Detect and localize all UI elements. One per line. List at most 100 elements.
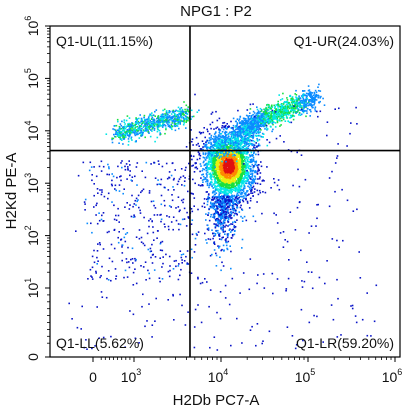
event-dot <box>213 243 216 245</box>
event-dot <box>260 109 263 111</box>
event-dot <box>241 191 244 194</box>
event-dot <box>128 122 130 125</box>
event-dot <box>255 164 258 167</box>
event-dot <box>208 186 210 189</box>
event-dot <box>140 123 143 126</box>
event-dot <box>287 106 289 109</box>
event-dot <box>259 172 262 174</box>
event-dot <box>233 195 235 197</box>
event-dot <box>168 124 171 127</box>
event-dot <box>247 151 249 154</box>
event-dot <box>158 125 161 128</box>
event-dot <box>252 148 254 150</box>
event-dot <box>125 126 128 128</box>
event-dot <box>223 191 225 194</box>
event-dot <box>227 179 229 181</box>
event-dot <box>247 147 250 150</box>
event-dot <box>296 107 298 110</box>
event-dot <box>225 204 228 206</box>
event-dot <box>239 166 242 168</box>
event-dot <box>201 140 204 142</box>
event-dot <box>174 114 177 117</box>
event-dot <box>221 164 223 167</box>
event-dot <box>206 191 208 193</box>
event-dot <box>213 176 216 178</box>
event-dot <box>220 140 222 143</box>
event-dot <box>143 118 146 121</box>
event-dot <box>259 128 261 130</box>
event-dot <box>180 111 182 114</box>
event-dot <box>226 202 229 205</box>
event-dot <box>227 194 230 197</box>
event-dot <box>150 121 153 123</box>
event-dot <box>228 190 230 192</box>
event-dot <box>260 116 262 119</box>
event-dot <box>215 151 218 154</box>
event-dot <box>220 226 223 229</box>
event-dot <box>252 159 255 162</box>
event-dot <box>130 137 132 140</box>
event-dot <box>231 163 234 165</box>
event-dot <box>205 173 208 175</box>
event-dot <box>256 108 259 111</box>
event-dot <box>265 121 268 124</box>
event-dot <box>281 116 284 119</box>
event-dot <box>287 110 289 112</box>
event-dot <box>230 162 232 165</box>
event-dot <box>215 186 218 188</box>
event-dot <box>195 144 198 146</box>
event-dot <box>249 121 251 123</box>
event-dot <box>233 166 236 169</box>
event-dot <box>256 111 259 114</box>
event-dot <box>228 154 231 157</box>
event-dot <box>267 115 270 117</box>
event-dot <box>220 213 222 215</box>
event-dot <box>224 171 227 174</box>
event-dot <box>245 192 247 194</box>
event-dot <box>294 104 296 107</box>
event-dot <box>227 192 230 194</box>
event-dot <box>232 154 234 157</box>
event-dot <box>190 118 192 120</box>
event-dot <box>287 112 289 114</box>
event-dot <box>226 174 229 176</box>
event-dot <box>213 139 215 142</box>
event-dot <box>225 199 228 201</box>
event-dot <box>207 160 210 163</box>
event-dot <box>238 159 240 162</box>
event-dot <box>253 112 256 114</box>
event-dot <box>319 97 321 99</box>
event-dot <box>238 132 240 135</box>
event-dot <box>249 170 252 173</box>
event-dot <box>219 196 222 198</box>
event-dot <box>220 189 222 192</box>
event-dot <box>223 196 225 199</box>
event-dot <box>169 110 171 113</box>
event-dot <box>219 201 222 203</box>
event-dot <box>118 131 121 133</box>
event-dot <box>141 131 143 134</box>
event-dot <box>129 133 131 136</box>
event-dot <box>210 201 212 204</box>
event-dot <box>229 178 232 181</box>
event-dot <box>163 115 166 118</box>
event-dot <box>135 117 137 119</box>
event-dot <box>201 184 203 187</box>
event-dot <box>233 159 235 161</box>
event-dot <box>155 120 158 123</box>
event-dot <box>247 156 250 159</box>
event-dot <box>241 217 244 219</box>
event-dot <box>221 222 223 225</box>
event-dot <box>240 177 243 179</box>
event-dot <box>214 171 217 174</box>
event-dot <box>244 157 246 159</box>
event-dot <box>237 165 240 168</box>
event-dot <box>203 157 206 159</box>
event-dot <box>241 146 244 148</box>
event-dot <box>211 161 213 163</box>
event-dot <box>221 211 223 214</box>
event-dot <box>236 188 238 190</box>
event-dot <box>143 125 145 127</box>
event-dot <box>237 134 240 136</box>
event-dot <box>170 124 173 127</box>
